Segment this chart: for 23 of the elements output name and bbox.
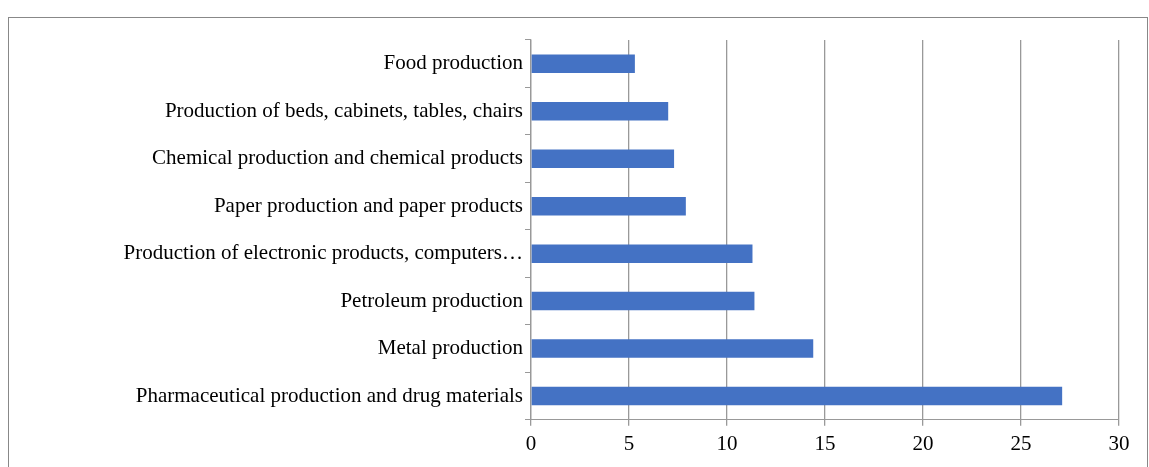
y-tick-label: Food production bbox=[383, 50, 524, 75]
bar bbox=[531, 196, 686, 216]
bar bbox=[531, 149, 675, 168]
x-tick-label: 15 bbox=[814, 430, 836, 455]
bar bbox=[531, 244, 753, 263]
bar bbox=[531, 101, 669, 121]
bar bbox=[531, 291, 755, 311]
x-tick-label: 0 bbox=[525, 430, 537, 455]
y-tick-label: Paper production and paper products bbox=[213, 192, 523, 217]
y-tick-label: Petroleum production bbox=[340, 287, 524, 312]
y-tick-label: Production of electronic products, computers… bbox=[123, 240, 523, 265]
y-tick-label: Pharmaceutical production and drug materials bbox=[135, 382, 523, 407]
x-tick-label: 10 bbox=[716, 430, 738, 455]
bar bbox=[531, 54, 635, 73]
x-tick-label: 20 bbox=[912, 430, 934, 455]
y-tick-label: Metal production bbox=[377, 335, 524, 360]
bar bbox=[531, 339, 814, 358]
y-tick-label: Chemical production and chemical products bbox=[152, 145, 523, 170]
bar bbox=[531, 386, 1063, 406]
y-tick-label: Production of beds, cabinets, tables, chairs bbox=[164, 97, 523, 122]
x-tick-label: 5 bbox=[623, 430, 635, 455]
x-tick-label: 30 bbox=[1108, 430, 1130, 455]
x-tick-label: 25 bbox=[1010, 430, 1032, 455]
